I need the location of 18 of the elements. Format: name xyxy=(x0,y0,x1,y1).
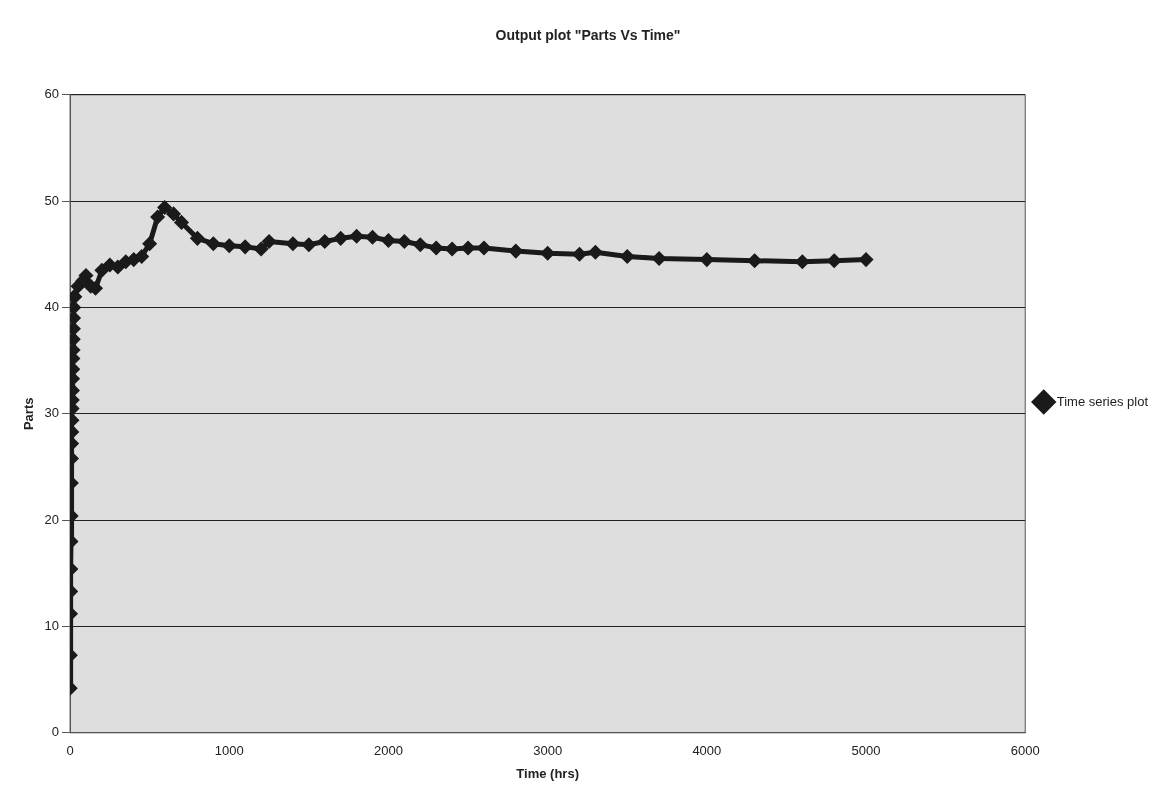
y-axis-title: Parts xyxy=(21,397,37,431)
x-tick-label: 5000 xyxy=(851,743,881,759)
y-tick-label: 50 xyxy=(44,192,60,208)
x-tick-label: 6000 xyxy=(1010,743,1040,759)
x-tick-label: 3000 xyxy=(533,743,563,759)
y-tick-label: 20 xyxy=(44,511,60,527)
x-tick-label: 2000 xyxy=(373,743,403,759)
legend-label: Time series plot xyxy=(1056,393,1149,409)
x-tick-label: 4000 xyxy=(692,743,722,759)
y-tick-label: 40 xyxy=(44,299,60,315)
y-tick-label: 10 xyxy=(44,618,60,634)
x-tick-label: 1000 xyxy=(214,743,244,759)
chart-title: Output plot "Parts Vs Time" xyxy=(495,27,681,44)
y-tick-label: 0 xyxy=(51,724,60,740)
x-tick-label: 0 xyxy=(66,743,74,759)
y-tick-label: 30 xyxy=(44,405,60,421)
y-tick-label: 60 xyxy=(44,86,60,102)
x-axis-title: Time (hrs) xyxy=(516,765,579,781)
